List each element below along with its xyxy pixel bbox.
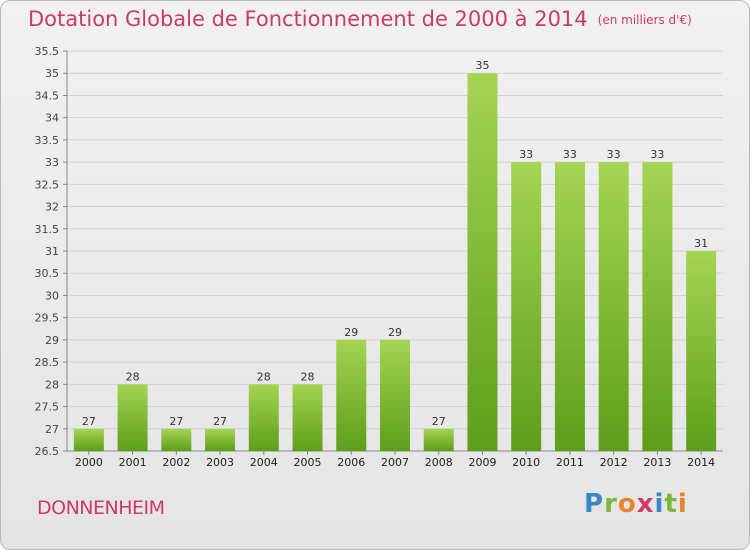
logo-letter: i [654, 489, 665, 519]
bar-2001 [117, 384, 148, 451]
y-tick-label: 32 [45, 201, 59, 214]
chart-title: Dotation Globale de Fonctionnement de 20… [28, 7, 692, 31]
bar-2008 [423, 428, 454, 451]
bar-2011 [554, 162, 585, 451]
x-tick-label: 2010 [512, 456, 540, 469]
logo-letter: r [604, 489, 618, 519]
y-tick-label: 29.5 [35, 312, 60, 325]
value-label: 33 [607, 148, 621, 161]
x-tick-label: 2014 [687, 456, 715, 469]
chart-title-text: Dotation Globale de Fonctionnement de 20… [28, 7, 588, 31]
x-tick-label: 2005 [294, 456, 322, 469]
value-label: 31 [694, 237, 708, 250]
bar-2014 [686, 251, 717, 451]
value-label: 28 [126, 370, 140, 383]
proxiti-logo: Proxiti [584, 489, 688, 519]
value-label: 35 [475, 59, 489, 72]
bar-2009 [467, 73, 498, 451]
y-axis-ticks: 26.5 27 27.5 28 28.5 29 29.5 30 30.5 31 31.5 32 32.5… [35, 45, 60, 458]
y-tick-label: 35.5 [35, 45, 60, 58]
value-label: 27 [432, 415, 446, 428]
bar-2007 [380, 339, 410, 451]
bar-2006 [336, 339, 367, 451]
x-tick-label: 2004 [250, 456, 278, 469]
x-tick-label: 2000 [75, 456, 103, 469]
x-tick-label: 2011 [556, 456, 584, 469]
value-label: 29 [344, 326, 358, 339]
y-tick-label: 30 [45, 289, 59, 302]
bars [73, 73, 717, 451]
logo-letter: o [617, 489, 637, 519]
value-label: 29 [388, 326, 402, 339]
logo-letter: P [584, 489, 605, 519]
y-tick-label: 27.5 [35, 401, 60, 414]
y-tick-label: 33.5 [35, 134, 60, 147]
y-tick-label: 26.5 [35, 445, 60, 458]
y-tick-label: 30.5 [35, 267, 60, 280]
x-tick-label: 2008 [425, 456, 453, 469]
value-labels: 27 28 27 27 28 28 29 29 27 35 33 33 33 33 31 [82, 59, 708, 428]
value-label: 27 [169, 415, 183, 428]
x-tick-label: 2012 [600, 456, 628, 469]
x-axis-ticks: 2000 2001 2002 2003 2004 2005 2006 2007 2008 2009… [75, 456, 715, 469]
bar-2005 [292, 384, 323, 451]
y-tick-label: 34 [45, 112, 59, 125]
y-tick-label: 28 [45, 378, 59, 391]
value-label: 33 [650, 148, 664, 161]
bar-2012 [598, 162, 629, 451]
y-tick-label: 33 [45, 156, 59, 169]
y-tick-label: 29 [45, 334, 59, 347]
value-label: 27 [82, 415, 96, 428]
bar-2013 [642, 162, 673, 451]
value-label: 28 [301, 370, 315, 383]
x-tick-label: 2001 [119, 456, 147, 469]
y-tick-label: 35 [45, 67, 59, 80]
logo-letter: t [664, 489, 678, 519]
value-label: 33 [519, 148, 533, 161]
bar-2003 [205, 428, 236, 451]
y-tick-label: 34.5 [35, 89, 60, 102]
value-label: 33 [563, 148, 577, 161]
bar-2010 [511, 162, 542, 451]
value-label: 27 [213, 415, 227, 428]
bar-2004 [248, 384, 279, 451]
bar-2002 [161, 428, 192, 451]
y-tick-label: 32.5 [35, 178, 60, 191]
y-tick-label: 27 [45, 423, 59, 436]
logo-letter: x [636, 489, 655, 519]
x-tick-label: 2009 [468, 456, 496, 469]
x-tick-label: 2013 [643, 456, 671, 469]
y-tick-label: 31.5 [35, 223, 60, 236]
x-tick-label: 2003 [206, 456, 234, 469]
x-tick-label: 2002 [162, 456, 190, 469]
logo-letter: i [677, 489, 688, 519]
bar-2000 [73, 428, 104, 451]
chart-unit: (en milliers d'€) [597, 13, 692, 27]
y-tick-label: 28.5 [35, 356, 60, 369]
x-tick-label: 2006 [337, 456, 365, 469]
x-tick-label: 2007 [381, 456, 409, 469]
commune-name: DONNENHEIM [37, 497, 165, 519]
value-label: 28 [257, 370, 271, 383]
y-tick-label: 31 [45, 245, 59, 258]
